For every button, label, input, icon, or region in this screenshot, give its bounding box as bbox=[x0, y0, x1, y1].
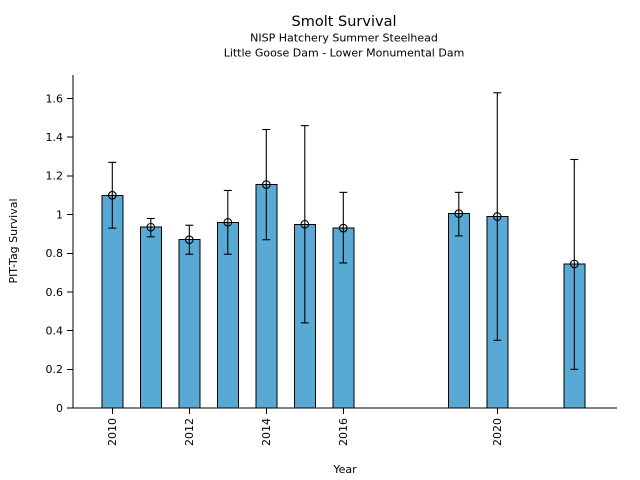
y-tick-label-0.6: 0.6 bbox=[46, 286, 64, 299]
chart-subtitle-line1: NISP Hatchery Summer Steelhead bbox=[250, 32, 438, 45]
point-marker-2015 bbox=[300, 219, 310, 229]
point-marker-2022 bbox=[569, 259, 579, 269]
bar-2012 bbox=[178, 239, 201, 409]
y-axis-label: PIT-Tag Survival bbox=[7, 198, 20, 283]
chart-title: Smolt Survival bbox=[292, 14, 397, 30]
bar-2019 bbox=[447, 213, 470, 409]
point-marker-2013 bbox=[223, 217, 233, 227]
x-axis-label: Year bbox=[332, 463, 357, 476]
y-tick-label-1.4: 1.4 bbox=[46, 131, 64, 144]
x-axis-ticks: 2010 2012 2014 2016 2020 bbox=[106, 408, 504, 446]
point-marker-2020 bbox=[492, 212, 502, 221]
x-tick-label-2012: 2012 bbox=[183, 418, 196, 446]
bar-2011 bbox=[139, 226, 162, 409]
y-axis-ticks: 0 0.2 0.4 0.6 0.8 1 1.2 1.4 1.6 bbox=[46, 92, 73, 415]
x-tick-label-2014: 2014 bbox=[260, 418, 273, 446]
y-tick-label-1.6: 1.6 bbox=[46, 92, 64, 105]
point-marker-2010 bbox=[107, 190, 117, 200]
bars-group bbox=[101, 92, 586, 409]
point-marker-2019 bbox=[454, 209, 464, 218]
y-tick-label-1.2: 1.2 bbox=[46, 170, 64, 183]
chart-subtitle-line2: Little Goose Dam - Lower Monumental Dam bbox=[224, 47, 465, 60]
point-marker-2011 bbox=[146, 222, 156, 232]
x-tick-label-2020: 2020 bbox=[491, 418, 504, 446]
y-tick-label-0.4: 0.4 bbox=[46, 324, 64, 337]
y-tick-label-0.2: 0.2 bbox=[46, 363, 64, 376]
x-tick-label-2016: 2016 bbox=[337, 418, 350, 446]
point-marker-2012 bbox=[184, 235, 194, 245]
y-tick-label-0: 0 bbox=[56, 402, 63, 415]
y-tick-label-0.8: 0.8 bbox=[46, 247, 64, 260]
point-marker-2016 bbox=[338, 223, 348, 233]
point-marker-2014 bbox=[261, 180, 271, 189]
x-tick-label-2010: 2010 bbox=[106, 418, 119, 446]
y-tick-label-1: 1 bbox=[56, 208, 63, 221]
